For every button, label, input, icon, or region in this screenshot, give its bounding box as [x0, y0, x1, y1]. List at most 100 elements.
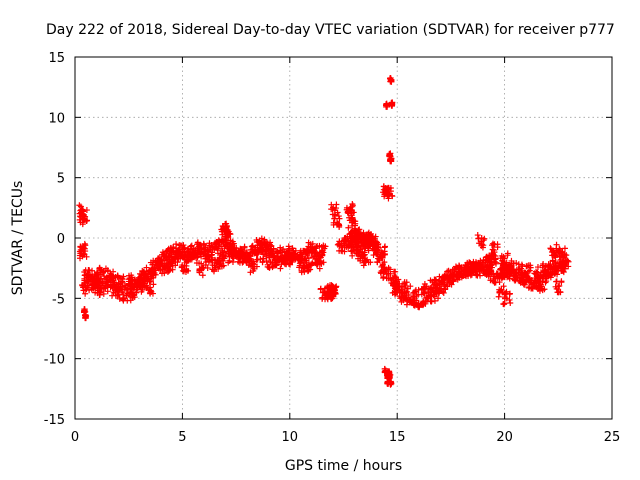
data-point-marker	[349, 252, 356, 259]
data-point-marker	[180, 242, 187, 249]
y-tick-label: -5	[52, 292, 65, 307]
data-point-marker	[441, 283, 448, 290]
data-point-marker	[393, 277, 400, 284]
data-point	[200, 252, 212, 272]
data-point-marker	[474, 232, 481, 239]
data-point-marker	[493, 270, 500, 277]
data-point-marker	[214, 256, 221, 263]
data-point-marker	[182, 251, 189, 258]
data-point-marker	[526, 267, 533, 274]
data-point-marker	[229, 246, 236, 253]
data-point	[165, 253, 177, 273]
data-point-marker	[435, 295, 442, 302]
data-point-marker	[469, 261, 476, 268]
x-axis-label: GPS time / hours	[285, 458, 402, 474]
data-point-marker	[501, 300, 508, 307]
data-point-marker	[349, 202, 356, 209]
data-point	[196, 260, 206, 279]
data-point-marker	[388, 380, 395, 387]
data-point-marker	[557, 289, 564, 296]
data-point	[312, 254, 325, 272]
data-point-marker	[173, 241, 180, 248]
data-point	[444, 266, 458, 285]
data-point-marker	[341, 248, 348, 255]
data-point-marker	[432, 284, 439, 291]
data-point-marker	[388, 157, 395, 164]
data-point-marker	[387, 78, 394, 85]
plot-frame	[74, 56, 613, 420]
data-point-marker	[258, 235, 265, 242]
data-point	[298, 257, 312, 276]
data-point-marker	[487, 277, 494, 284]
data-point-marker	[334, 221, 341, 228]
data-point-marker	[253, 256, 260, 263]
data-point	[229, 246, 242, 263]
data-point-marker	[146, 278, 153, 285]
data-point-marker	[147, 287, 154, 294]
data-point-marker	[200, 241, 207, 248]
data-point-marker	[318, 260, 325, 267]
data-point	[212, 255, 225, 270]
data-point-marker	[267, 243, 274, 250]
data-point-marker	[118, 275, 125, 282]
data-point	[264, 252, 277, 271]
data-point	[104, 267, 117, 285]
data-point-marker	[100, 290, 107, 297]
data-point-marker	[199, 264, 206, 271]
data-point-marker	[230, 240, 237, 247]
data-point-marker	[452, 271, 459, 278]
data-point-marker	[494, 244, 501, 251]
data-point-marker	[91, 280, 98, 287]
data-point-marker	[394, 286, 401, 293]
data-point-marker	[373, 246, 380, 253]
data-point	[387, 378, 395, 388]
data-point	[371, 239, 384, 258]
data-point-marker	[225, 250, 232, 257]
data-point-marker	[139, 277, 146, 284]
data-point-marker	[341, 238, 348, 245]
data-point-marker	[205, 253, 212, 260]
data-point-marker	[286, 260, 293, 267]
data-point-marker	[531, 270, 538, 277]
data-point-marker	[130, 284, 137, 291]
data-point-marker	[504, 252, 511, 259]
x-tick-label: 20	[496, 430, 513, 445]
data-point-marker	[89, 267, 96, 274]
data-point-marker	[282, 257, 289, 264]
data-point	[427, 276, 440, 292]
data-point-marker	[83, 218, 90, 225]
data-point	[135, 267, 148, 285]
y-tick-label: -10	[44, 353, 65, 368]
data-point-marker	[81, 272, 88, 279]
data-point-marker	[360, 252, 367, 259]
data-point-marker	[241, 243, 248, 250]
data-point-marker	[196, 265, 203, 272]
data-point-marker	[225, 259, 232, 266]
data-point-marker	[382, 185, 389, 192]
data-point-marker	[401, 279, 408, 286]
data-point	[191, 248, 205, 267]
data-point	[76, 210, 90, 228]
data-point	[328, 201, 341, 219]
data-point-marker	[523, 274, 530, 281]
data-point-marker	[524, 262, 531, 269]
data-point-marker	[83, 207, 90, 214]
data-point-marker	[433, 290, 440, 297]
data-point-marker	[288, 252, 295, 259]
data-point-marker	[386, 371, 393, 378]
data-point-marker	[508, 257, 515, 264]
data-point-marker	[496, 286, 503, 293]
data-point	[316, 242, 329, 258]
data-point-marker	[547, 264, 554, 271]
data-point-marker	[506, 290, 513, 297]
data-point-marker	[321, 292, 328, 299]
data-point-marker	[81, 245, 88, 252]
data-point-marker	[445, 267, 452, 274]
data-point-marker	[275, 250, 282, 257]
data-point-marker	[264, 263, 271, 270]
data-point-marker	[285, 251, 292, 258]
data-point-marker	[226, 230, 233, 237]
data-point-marker	[506, 296, 513, 303]
data-point-marker	[233, 247, 240, 254]
data-point-marker	[346, 242, 353, 249]
